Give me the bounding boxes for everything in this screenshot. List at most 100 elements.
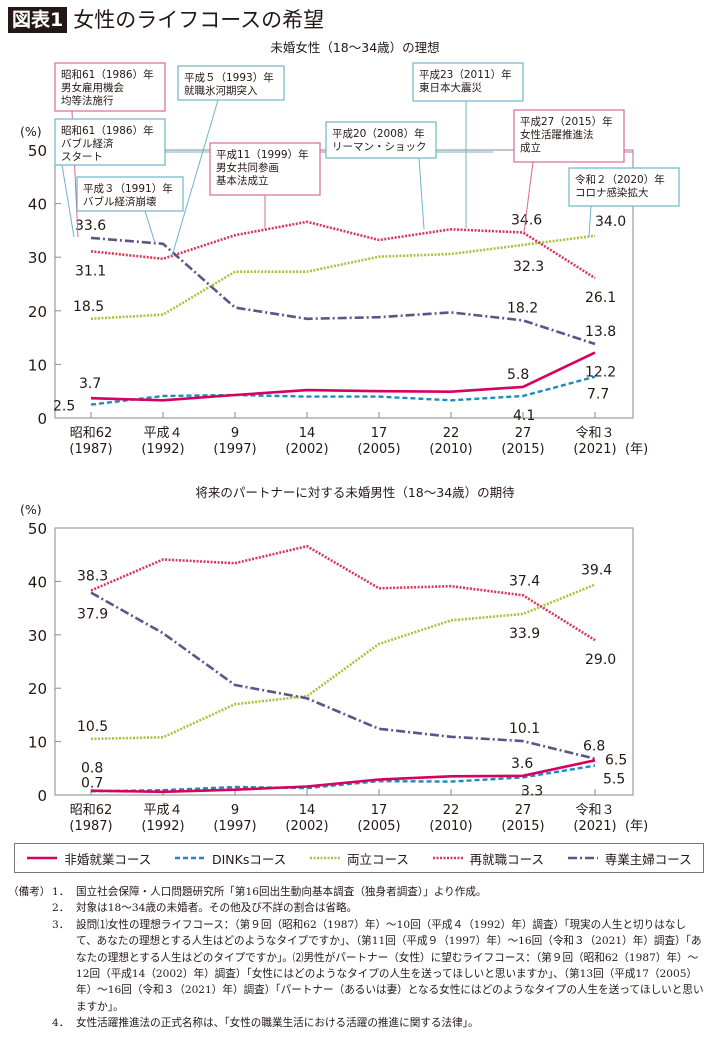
- series-line-dinks: [90, 764, 596, 793]
- annotation-text: 平成11（1999）年: [216, 148, 309, 161]
- x-tick-label-year: (2015): [501, 442, 544, 457]
- x-tick-label-era: 昭和62: [70, 426, 113, 441]
- series-line-ryoritsu: [90, 234, 596, 321]
- legend-item-sengyo: 専業主婦コース: [567, 849, 692, 868]
- y-tick-label: 0: [37, 787, 47, 805]
- x-tick-label-year: (2015): [501, 819, 544, 834]
- legend-label: 両立コース: [346, 851, 409, 867]
- legend-label: 再就職コース: [469, 851, 544, 867]
- y-tick-label: 10: [28, 356, 47, 374]
- note-number: 3．: [52, 918, 70, 931]
- x-tick-label-era: 27: [515, 803, 532, 818]
- data-label: 4.1: [513, 408, 535, 424]
- figure-title: 女性のライフコースの希望: [73, 8, 325, 32]
- y-tick-label: 20: [28, 303, 47, 321]
- data-label: 29.0: [585, 652, 616, 668]
- data-label: 12.2: [585, 365, 616, 381]
- x-tick-label-era: 令和３: [575, 803, 614, 818]
- note-head: [8, 917, 52, 1015]
- annotation-text: 女性活躍推進法: [520, 128, 594, 141]
- legend-swatch-saishushoku: [432, 856, 463, 860]
- note-head: [8, 1015, 52, 1031]
- data-label: 3.7: [79, 376, 101, 392]
- data-label: 2.5: [53, 399, 75, 415]
- y-axis-unit: (%): [20, 502, 42, 517]
- note-text: 設問⑴女性の理想ライフコース：（第９回（昭和62（1987）年）～10回（平成４…: [76, 918, 704, 1013]
- y-tick-label: 40: [28, 196, 47, 214]
- legend-item-ryoritsu: 両立コース: [309, 849, 409, 868]
- annotation-text: 男女共同参画: [216, 161, 279, 174]
- y-tick-label: 50: [28, 520, 47, 538]
- note-item: 4． 女性活躍推進法の正式名称は、「女性の職業生活における活躍の推進に関する法律」…: [8, 1015, 704, 1031]
- note-item: 3． 設問⑴女性の理想ライフコース：（第９回（昭和62（1987）年）～10回（平…: [8, 917, 704, 1015]
- legend-label: DINKsコース: [211, 851, 287, 867]
- series-line-hikon: [90, 759, 596, 794]
- annotation-text: スタート: [61, 151, 103, 163]
- annotation-leader-line: [523, 161, 534, 233]
- chart-2: 将来のパートナーに対する未婚男性（18〜34歳）の期待 (%) 0 10 20 30 40 5…: [20, 485, 648, 834]
- note-item: 2． 対象は18～34歳の未婚者。その他及び不詳の割合は省略。: [8, 900, 704, 916]
- y-tick-label: 10: [28, 734, 47, 752]
- x-tick-label-era: 平成４: [143, 803, 182, 818]
- data-label: 37.9: [77, 607, 108, 623]
- note-text: 国立社会保障・人口問題研究所「第16回出生動向基本調査（独身者調査）」より作成。: [76, 886, 487, 898]
- plot-area-frame: [54, 527, 634, 796]
- x-tick-label-year: (2021): [573, 819, 616, 834]
- x-tick-label-era: 14: [299, 803, 316, 818]
- annotation-text: バブル経済崩壊: [83, 195, 157, 208]
- figure-header: 図表1 女性のライフコースの希望: [8, 6, 324, 34]
- x-tick-label-year: (2010): [429, 442, 472, 457]
- x-tick-label-era: 17: [371, 426, 388, 441]
- x-tick-label-year: (1997): [213, 442, 256, 457]
- x-tick-label-year: (1992): [141, 442, 184, 457]
- annotation-text: 成立: [520, 141, 541, 154]
- chart-title: 将来のパートナーに対する未婚男性（18〜34歳）の期待: [195, 485, 515, 500]
- data-label: 34.0: [595, 214, 626, 230]
- figure-label: 図表1: [8, 7, 68, 33]
- charts-canvas: 未婚女性（18〜34歳）の理想(%)01020304050昭和62(1987)平…: [20, 40, 680, 834]
- annotation-box: [76, 176, 184, 212]
- y-tick-label: 30: [28, 627, 47, 645]
- annotation-text: 就職氷河期突入: [184, 84, 258, 97]
- data-label: 6.8: [583, 739, 605, 755]
- x-tick-label-era: 22: [443, 426, 460, 441]
- x-tick-label-era: 22: [443, 803, 460, 818]
- annotation-text: 基本法成立: [216, 174, 269, 187]
- legend-item-saishushoku: 再就職コース: [432, 849, 544, 868]
- annotation-box: [54, 118, 166, 166]
- data-label: 10.5: [77, 719, 108, 735]
- annotation-text: 均等法施行: [61, 94, 114, 107]
- x-tick-label-year: (2002): [285, 819, 328, 834]
- y-tick-label: 50: [28, 142, 47, 160]
- data-label: 38.3: [77, 568, 108, 584]
- annotation-text: 平成５（1993）年: [184, 71, 274, 84]
- note-head: [8, 900, 52, 916]
- data-label: 0.8: [81, 761, 103, 777]
- annotation-text: 平成20（2008）年: [332, 127, 425, 140]
- annotation-text: バブル経済: [61, 137, 114, 150]
- annotation-text: 令和２（2020）年: [575, 173, 665, 186]
- x-tick-label-year: (1997): [213, 819, 256, 834]
- data-label: 37.4: [509, 573, 540, 589]
- annotation-box: [54, 62, 166, 112]
- series-line-saishushoku: [90, 544, 596, 642]
- note-head: （備考）: [8, 886, 51, 898]
- legend-item-dinks: DINKsコース: [174, 849, 286, 868]
- x-tick-label-year: (2005): [357, 819, 400, 834]
- annotation-box: [412, 62, 524, 102]
- x-tick-label-era: 平成４: [143, 426, 182, 441]
- data-label: 5.5: [603, 772, 625, 788]
- annotation-text: 平成23（2011）年: [419, 68, 512, 81]
- x-tick-label-year: (2002): [285, 442, 328, 457]
- annotation-text: リーマン・ショック: [332, 141, 427, 153]
- notes: （備考） 1． 国立社会保障・人口問題研究所「第16回出生動向基本調査（独身者調査）…: [8, 884, 704, 1032]
- note-text: 女性活躍推進法の正式名称は、「女性の職業生活における活躍の推進に関する法律」。: [76, 1017, 479, 1030]
